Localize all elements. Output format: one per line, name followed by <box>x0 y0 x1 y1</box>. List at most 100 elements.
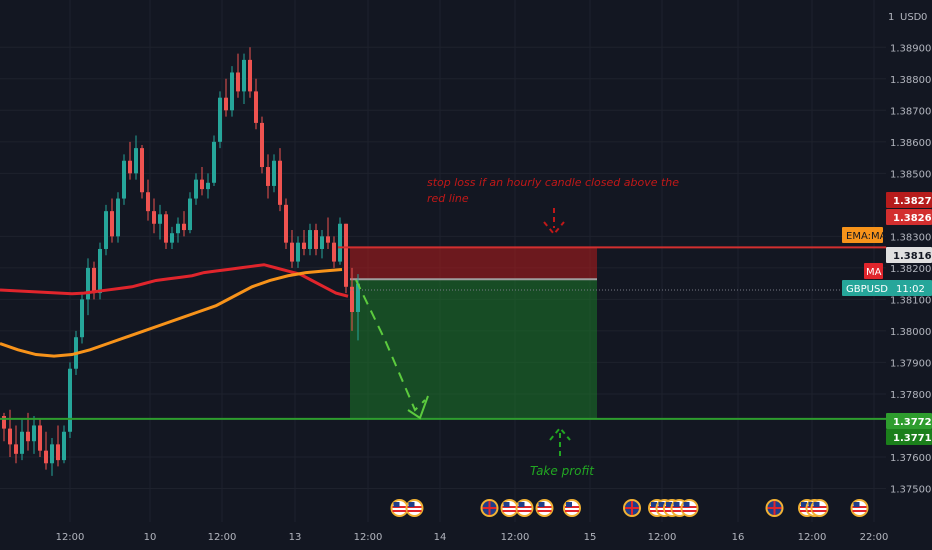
price-tag <box>886 413 932 429</box>
us-flag-stripe <box>852 510 867 512</box>
time-tick-label: 15 <box>584 532 597 543</box>
price-tick-label: 1.38000 <box>890 327 931 338</box>
us-flag-stripe <box>392 510 407 512</box>
candle-body <box>92 267 96 294</box>
candle-body <box>44 450 48 464</box>
time-tick-label: 12:00 <box>501 532 530 543</box>
take-profit-arrow <box>549 426 571 456</box>
take-profit-zone <box>350 279 597 419</box>
candle-body <box>206 182 210 190</box>
time-axis[interactable]: 12:00 10 12:00 13 12:00 14 12:00 15 12:00 16 12:00… <box>0 522 932 550</box>
candle-body <box>128 160 132 174</box>
candle-body <box>176 223 180 234</box>
candle-body <box>14 444 18 454</box>
candle-body <box>146 192 150 212</box>
us-flag-canton <box>393 502 400 507</box>
position-zones <box>350 247 597 419</box>
us-flag-canton <box>813 502 820 507</box>
candle-body <box>254 91 258 123</box>
candle-body <box>320 236 324 249</box>
price-tag-label: 1.38265 <box>893 213 932 224</box>
candle-body <box>122 160 126 199</box>
us-flag-canton <box>853 502 860 507</box>
candle-body <box>356 283 360 312</box>
level-lines <box>0 246 886 420</box>
us-flag-stripe <box>502 510 517 512</box>
price-tag <box>886 209 932 225</box>
uk-flag-cross <box>482 501 497 515</box>
us-flag-stripe <box>565 510 579 512</box>
us-flag-canton <box>503 502 510 507</box>
candle-body <box>236 72 240 92</box>
time-tick-label: 12:00 <box>798 532 827 543</box>
price-tag-label: 1.38272 <box>893 196 932 207</box>
time-tick-label: 22:00 <box>860 532 889 543</box>
candle-body <box>290 242 294 262</box>
candle-body <box>314 230 318 249</box>
us-flag-stripe <box>517 510 532 512</box>
time-axis-bg <box>0 522 932 550</box>
candle-body <box>332 242 336 262</box>
take-profit-note: Take profit <box>530 464 595 478</box>
price-tag <box>886 192 932 208</box>
stop-loss-zone <box>350 247 597 280</box>
annotations: stop loss if an hourly candle closed abo… <box>427 176 679 478</box>
countdown-label: 11:02 <box>896 284 925 295</box>
ma-tag <box>864 263 883 279</box>
candle-body <box>62 431 66 461</box>
price-tag-label: 1.38164 <box>893 251 932 262</box>
price-tick-label: 1.38600 <box>890 138 931 149</box>
candle-body <box>8 428 12 445</box>
ema-tag-label: EMA:MA <box>846 231 887 242</box>
time-tick-label: 12:00 <box>354 532 383 543</box>
candle-body <box>218 97 222 142</box>
candle-body <box>116 198 120 237</box>
price-tag-label: 1.37719 <box>893 433 932 444</box>
price-tick-label: 1.37500 <box>890 484 931 495</box>
price-tick-label: 1.38200 <box>890 264 931 275</box>
time-tick-label: 16 <box>732 532 745 543</box>
candle-body <box>182 223 186 231</box>
price-tick-label: 1.37600 <box>890 453 931 464</box>
candle-body <box>20 431 24 454</box>
candle-body <box>56 444 60 461</box>
time-tick-label: 12:00 <box>648 532 677 543</box>
us-flag-canton <box>566 502 572 507</box>
price-tag <box>886 429 932 445</box>
currency-prefix: 1 <box>888 12 894 23</box>
us-flag-canton <box>801 502 807 507</box>
ma-tag-label: MA <box>866 267 882 278</box>
stop-loss-note-line1: stop loss if an hourly candle closed abo… <box>427 176 679 189</box>
moving-averages <box>0 263 349 358</box>
time-tick-label: 14 <box>434 532 447 543</box>
stop-loss-note-line2: red line <box>427 192 469 205</box>
us-flag-stripe <box>812 510 827 512</box>
currency-sub: 0 <box>921 12 927 23</box>
us-flag-stripe <box>672 510 687 512</box>
candle-body <box>272 160 276 186</box>
time-tick-label: 12:00 <box>56 532 85 543</box>
currency-selector[interactable]: 1 USD 0 <box>888 12 927 23</box>
candle-body <box>350 286 354 312</box>
candle-body <box>152 211 156 224</box>
candle-body <box>338 223 342 262</box>
candle-body <box>104 211 108 249</box>
candle-body <box>68 368 72 432</box>
us-flag-canton <box>408 502 415 507</box>
uk-flag-cross <box>625 501 639 515</box>
us-flag-canton <box>666 502 672 507</box>
price-axis[interactable]: 1.38900 1.38800 1.38700 1.38600 1.38500 1.383… <box>886 0 932 550</box>
symbol-tag <box>842 280 932 296</box>
candle-body <box>188 198 192 231</box>
candle-body <box>98 248 102 294</box>
symbol-label: GBPUSD <box>846 284 888 295</box>
time-tick-label: 12:00 <box>208 532 237 543</box>
candle-body <box>284 204 288 243</box>
us-flag-canton <box>658 502 665 507</box>
candle-body <box>242 59 246 92</box>
us-flag-stripe <box>537 510 552 512</box>
price-axis-bg <box>886 0 932 550</box>
